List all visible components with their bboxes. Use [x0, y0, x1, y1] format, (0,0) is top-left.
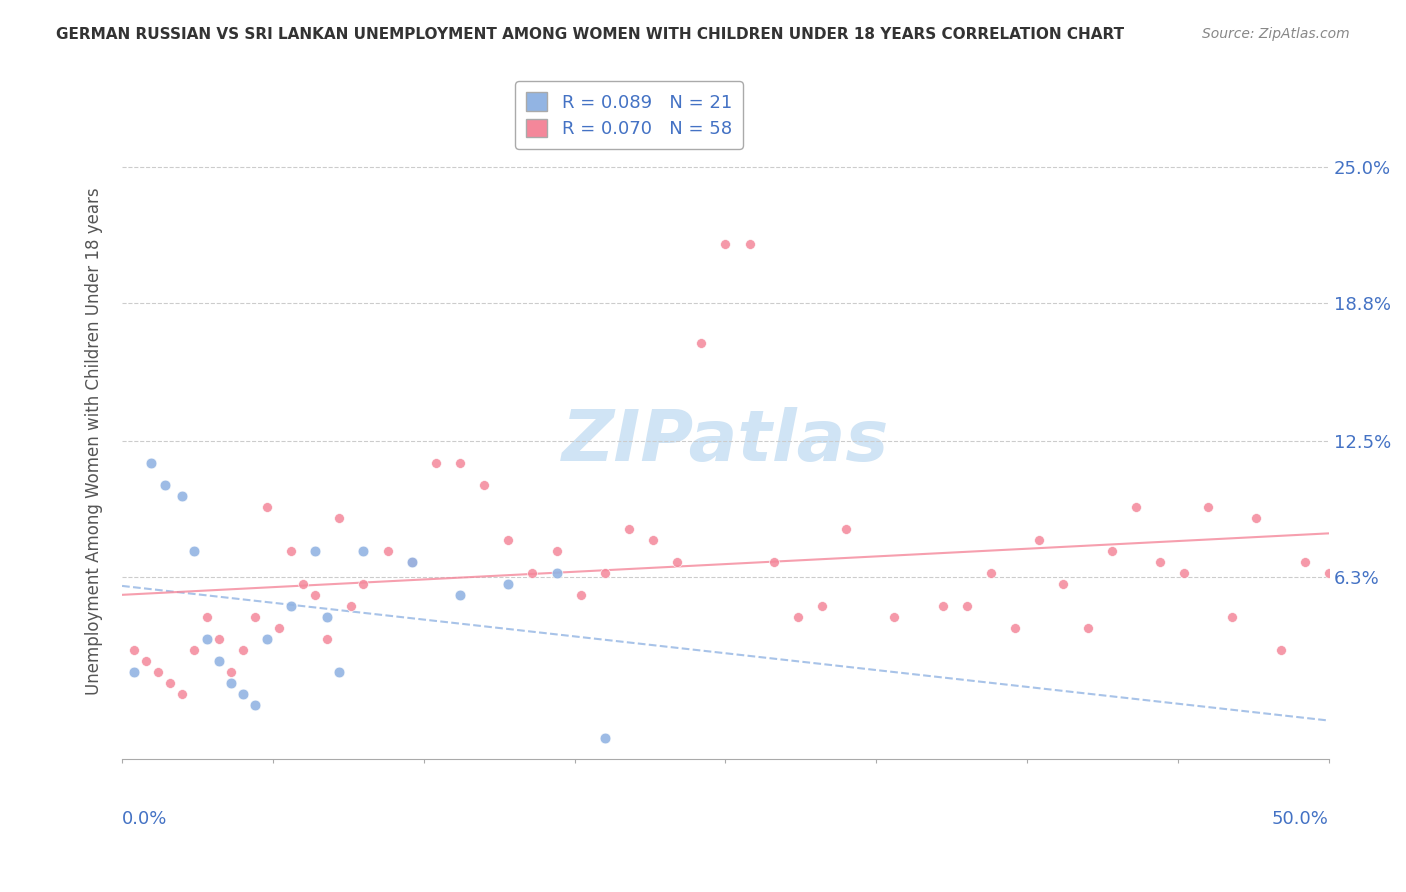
Point	[267, 621, 290, 635]
Text: 0.0%: 0.0%	[122, 810, 167, 829]
Point	[280, 599, 302, 613]
Point	[1076, 621, 1098, 635]
Point	[472, 478, 495, 492]
Point	[425, 456, 447, 470]
Point	[617, 522, 640, 536]
Point	[232, 642, 254, 657]
Text: Source: ZipAtlas.com: Source: ZipAtlas.com	[1202, 27, 1350, 41]
Point	[172, 687, 194, 701]
Point	[352, 544, 374, 558]
Point	[714, 237, 737, 252]
Point	[207, 632, 229, 646]
Point	[232, 687, 254, 701]
Point	[1317, 566, 1340, 580]
Point	[641, 533, 664, 548]
Point	[328, 665, 350, 679]
Point	[546, 566, 568, 580]
Point	[1052, 577, 1074, 591]
Point	[569, 588, 592, 602]
Point	[256, 500, 278, 515]
Point	[1004, 621, 1026, 635]
Point	[155, 478, 177, 492]
Point	[135, 654, 157, 668]
Point	[219, 665, 242, 679]
Text: ZIPatlas: ZIPatlas	[562, 407, 889, 476]
Legend: R = 0.089   N = 21, R = 0.070   N = 58: R = 0.089 N = 21, R = 0.070 N = 58	[515, 81, 742, 149]
Point	[1270, 642, 1292, 657]
Point	[280, 544, 302, 558]
Point	[122, 665, 145, 679]
Point	[883, 610, 905, 624]
Point	[980, 566, 1002, 580]
Y-axis label: Unemployment Among Women with Children Under 18 years: Unemployment Among Women with Children U…	[86, 187, 103, 695]
Point	[931, 599, 953, 613]
Point	[256, 632, 278, 646]
Point	[122, 642, 145, 657]
Point	[328, 511, 350, 525]
Point	[496, 577, 519, 591]
Point	[811, 599, 834, 613]
Point	[956, 599, 979, 613]
Point	[1246, 511, 1268, 525]
Point	[593, 731, 616, 745]
Point	[316, 610, 339, 624]
Point	[835, 522, 858, 536]
Point	[762, 555, 785, 569]
Point	[207, 654, 229, 668]
Point	[292, 577, 315, 591]
Point	[738, 237, 761, 252]
Point	[546, 544, 568, 558]
Point	[1125, 500, 1147, 515]
Point	[401, 555, 423, 569]
Point	[195, 632, 218, 646]
Text: GERMAN RUSSIAN VS SRI LANKAN UNEMPLOYMENT AMONG WOMEN WITH CHILDREN UNDER 18 YEA: GERMAN RUSSIAN VS SRI LANKAN UNEMPLOYMEN…	[56, 27, 1125, 42]
Point	[449, 456, 471, 470]
Point	[304, 544, 326, 558]
Point	[316, 632, 339, 646]
Point	[593, 566, 616, 580]
Point	[183, 544, 205, 558]
Point	[1101, 544, 1123, 558]
Point	[148, 665, 170, 679]
Point	[1294, 555, 1316, 569]
Point	[377, 544, 399, 558]
Point	[183, 642, 205, 657]
Point	[666, 555, 689, 569]
Point	[496, 533, 519, 548]
Point	[449, 588, 471, 602]
Point	[1149, 555, 1171, 569]
Point	[786, 610, 808, 624]
Point	[195, 610, 218, 624]
Point	[219, 675, 242, 690]
Point	[243, 610, 266, 624]
Point	[1173, 566, 1195, 580]
Point	[1220, 610, 1243, 624]
Point	[401, 555, 423, 569]
Point	[304, 588, 326, 602]
Text: 50.0%: 50.0%	[1272, 810, 1329, 829]
Point	[243, 698, 266, 712]
Point	[690, 335, 713, 350]
Point	[139, 456, 162, 470]
Point	[1028, 533, 1050, 548]
Point	[340, 599, 363, 613]
Point	[1197, 500, 1219, 515]
Point	[352, 577, 374, 591]
Point	[522, 566, 544, 580]
Point	[172, 489, 194, 503]
Point	[159, 675, 181, 690]
